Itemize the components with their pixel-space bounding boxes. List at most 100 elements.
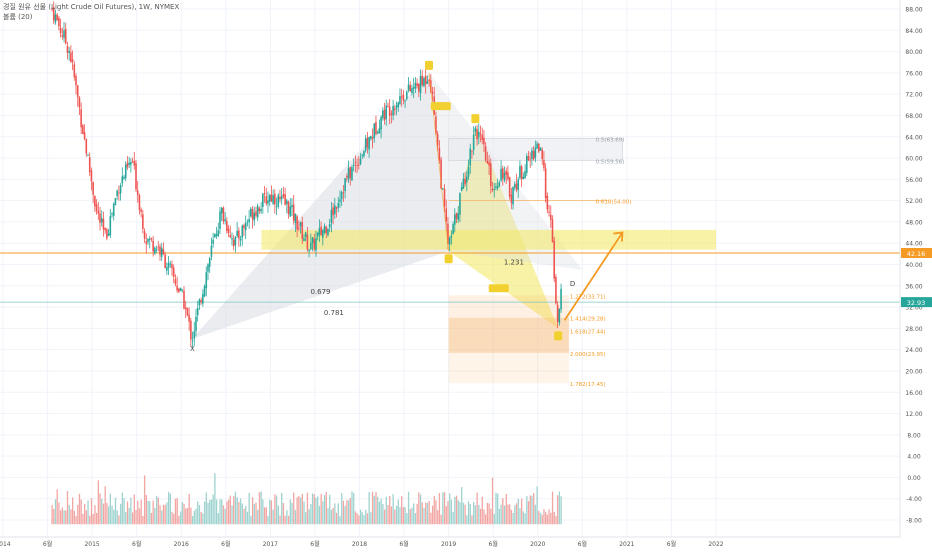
volume-bar [428, 500, 430, 525]
volume-bar [61, 507, 64, 525]
candle-body [414, 82, 417, 89]
volume-bar [387, 505, 389, 525]
candle-body [95, 204, 98, 211]
candle-body [190, 320, 192, 340]
volume-bar [469, 504, 471, 525]
volume-bar [337, 503, 339, 525]
candle-body [316, 233, 319, 237]
volume-bar [293, 492, 295, 525]
candle-body [318, 228, 321, 235]
candle-body [476, 129, 478, 140]
candle-body [366, 137, 369, 148]
candle-body [270, 194, 273, 202]
candle-body [551, 219, 554, 242]
candle-body [402, 94, 405, 101]
candle-body [356, 165, 358, 166]
ratio-label: D [570, 280, 575, 288]
volume-bar [539, 512, 542, 525]
candle-body [169, 263, 172, 265]
candle-body [217, 230, 220, 236]
volume-bar [534, 504, 537, 525]
volume-bar [109, 493, 111, 525]
candle-body [457, 213, 460, 220]
volume-bar [531, 495, 533, 525]
volume-bar [200, 511, 202, 525]
volume-bar [341, 493, 343, 525]
volume-bar [425, 502, 427, 525]
volume-bar [128, 507, 130, 525]
candle-body [157, 247, 160, 249]
candle-body [459, 193, 461, 215]
candle-body [534, 147, 537, 158]
candle-body [385, 105, 388, 120]
candle-body [390, 113, 393, 115]
volume-bar [294, 509, 297, 525]
volume-bar [145, 495, 147, 525]
candle-body [166, 267, 168, 271]
volume-bar [178, 515, 180, 525]
volume-bar [329, 494, 331, 525]
volume-bar [185, 508, 187, 525]
volume-bar [497, 493, 499, 525]
volume-bar [409, 509, 411, 525]
candle-body [250, 208, 252, 217]
y-tick-label: 64.00 [905, 134, 922, 141]
volume-bar [313, 494, 315, 525]
candle-body [428, 80, 430, 81]
candle-body [172, 267, 175, 278]
candle-body [539, 147, 542, 151]
volume-bar [339, 515, 341, 525]
volume-bar [65, 510, 67, 525]
volume-bar [450, 499, 453, 525]
volume-bar [383, 509, 386, 525]
candle-body [363, 150, 365, 157]
candle-body [140, 209, 142, 212]
volume-bar [233, 496, 235, 525]
candle-body [135, 163, 137, 190]
candle-body [421, 75, 424, 86]
volume-bar [332, 507, 334, 525]
volume-bar [452, 511, 454, 525]
candle-body [58, 17, 60, 27]
candle-body [130, 162, 132, 165]
volume-bar [140, 499, 142, 525]
y-tick-label: 76.00 [905, 70, 922, 77]
candle-body [323, 226, 326, 233]
candle-body [183, 290, 185, 309]
volume-bar [241, 503, 243, 525]
candle-body [507, 172, 509, 179]
candle-body [52, 7, 55, 21]
x-tick-label: 2014 [0, 541, 11, 548]
volume-bar [99, 493, 101, 525]
volume-bar [320, 493, 322, 525]
candle-body [359, 158, 362, 165]
candle-body [500, 168, 502, 181]
volume-bar [183, 503, 185, 525]
volume-bar [90, 498, 93, 525]
candle-body [294, 213, 297, 224]
volume-bar [147, 500, 149, 525]
volume-bar [524, 513, 526, 525]
candle-body [407, 84, 410, 91]
candle-body [267, 200, 269, 204]
candle-body [200, 300, 202, 303]
candle-body [167, 262, 170, 268]
candle-body [474, 127, 477, 132]
y-tick-label: 48.00 [905, 219, 922, 226]
volume-bar [303, 501, 305, 525]
candle-body [452, 223, 454, 235]
price-tag-label: 32.93 [907, 299, 926, 307]
candle-body [308, 249, 310, 251]
candle-body [301, 221, 304, 239]
candle-body [126, 162, 129, 168]
candle-body [419, 75, 422, 94]
volume-bar [54, 499, 57, 525]
volume-bar [102, 503, 105, 525]
volume-bar [334, 503, 336, 525]
volume-bar [558, 491, 561, 525]
volume-bar [248, 492, 250, 525]
volume-bar [63, 510, 65, 525]
